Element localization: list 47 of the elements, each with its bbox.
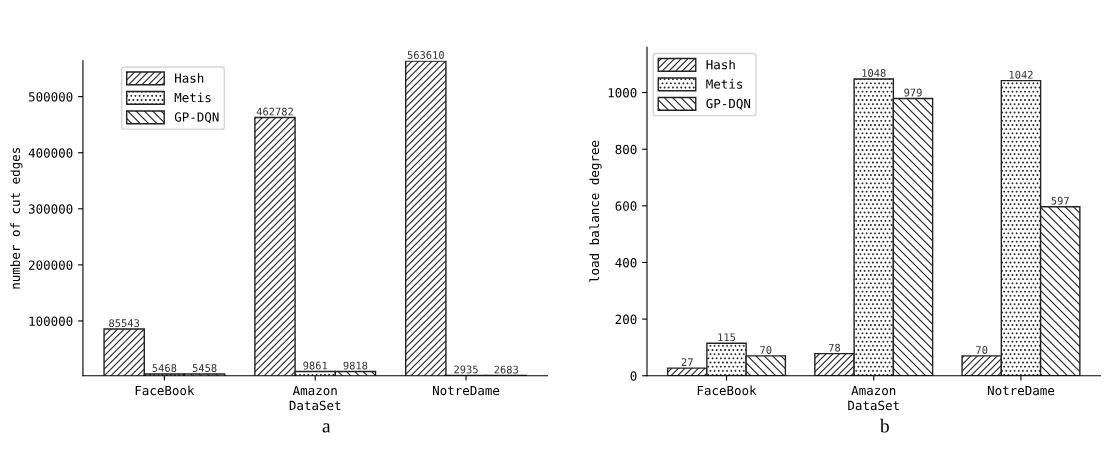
data-label: 9861: [303, 361, 328, 370]
y-tick-label: 0: [630, 371, 637, 381]
data-label: 563610: [407, 51, 444, 59]
legend-label: GP-DQN: [174, 112, 219, 124]
data-label: 462782: [256, 107, 293, 116]
y-tick-label: 400000: [28, 148, 73, 158]
data-label: 5458: [192, 364, 217, 372]
x-tick-label: Amazon: [851, 385, 896, 396]
data-label: 70: [760, 346, 772, 354]
data-label: 5468: [152, 364, 177, 372]
text: b: [879, 418, 889, 433]
x-tick-label: NotreDame: [433, 385, 500, 396]
data-label: 9818: [343, 361, 368, 370]
x-axis-title: DataSet: [289, 400, 341, 411]
legend-label: Hash: [175, 73, 204, 83]
data-label: 597: [1051, 196, 1069, 205]
y-axis-title: number of cut edges: [10, 147, 23, 289]
data-label: 115: [718, 333, 736, 342]
data-label: 85543: [109, 319, 140, 328]
y-tick-label: 300000: [28, 204, 73, 214]
data-label: 78: [828, 343, 841, 352]
data-label: 27: [681, 358, 693, 366]
y-tick-label: 600: [615, 201, 637, 211]
data-label: 1048: [862, 69, 886, 77]
data-label: 979: [904, 88, 922, 97]
y-tick-label: 1000: [608, 88, 637, 98]
data-label: 70: [976, 346, 988, 354]
y-axis-title: load balance degree: [589, 140, 602, 283]
y-tick-label: 800: [615, 144, 637, 155]
data-label: 2935: [454, 365, 478, 374]
y-tick-label: 400: [615, 257, 637, 268]
x-axis-title: DataSet: [848, 400, 899, 411]
x-tick-label: NotreDame: [987, 385, 1055, 396]
legend-label: GP-DQN: [706, 98, 751, 110]
text: a: [322, 423, 331, 433]
data-label: 1042: [1009, 70, 1033, 79]
legend-label: Metis: [174, 92, 211, 103]
legend-label: Metis: [706, 79, 743, 89]
x-tick-label: FaceBook: [135, 385, 195, 396]
x-tick-label: Amazon: [292, 385, 337, 396]
y-tick-label: 500000: [28, 92, 73, 102]
y-tick-label: 100000: [29, 316, 73, 326]
legend-label: Hash: [706, 59, 735, 70]
y-tick-label: 200: [615, 314, 637, 325]
data-label: 2683: [494, 365, 519, 374]
x-tick-label: FaceBook: [697, 385, 757, 396]
y-tick-label: 200000: [29, 260, 73, 270]
